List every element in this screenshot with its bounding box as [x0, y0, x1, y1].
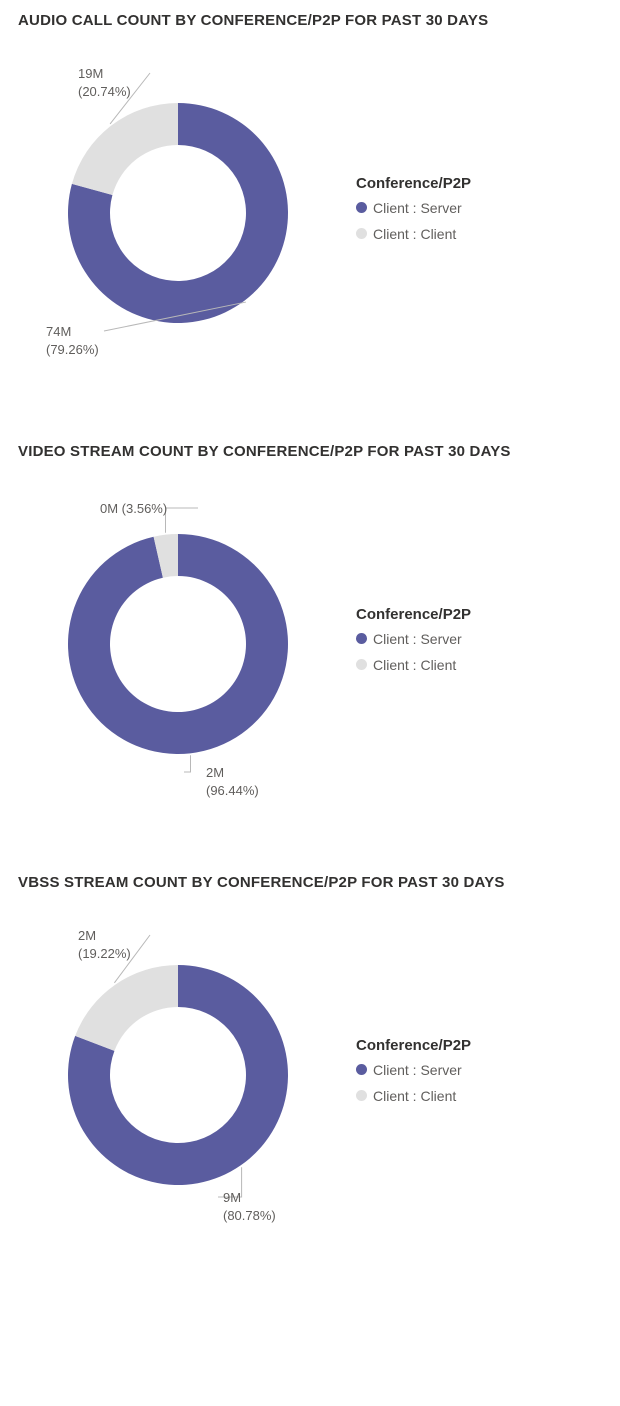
slice-value: 74M — [46, 324, 71, 339]
donut-audio-slice-client_client[interactable] — [72, 103, 178, 195]
chart-vbss: VBSS STREAM COUNT BY CONFERENCE/P2P FOR … — [18, 874, 602, 1235]
slice-value: 0M (3.56%) — [100, 501, 167, 516]
donut-video-slice-client_server[interactable] — [68, 534, 288, 754]
legend-label: Client : Server — [373, 1062, 462, 1078]
slice-label-client_server: 2M (96.44%) — [206, 764, 259, 799]
legend-video: Conference/P2P Client : Server Client : Cl… — [356, 606, 471, 683]
donut-vbss-slice-client_client[interactable] — [75, 965, 178, 1051]
slice-label-client_client: 0M (3.56%) — [100, 500, 167, 518]
legend-item-client_client[interactable]: Client : Client — [356, 1088, 471, 1104]
slice-label-client_server: 74M (79.26%) — [46, 323, 99, 358]
slice-percent: (96.44%) — [206, 782, 259, 800]
slice-label-client_client: 19M (20.74%) — [78, 65, 131, 100]
legend-label: Client : Server — [373, 200, 462, 216]
slice-percent: (79.26%) — [46, 341, 99, 359]
legend-item-client_server[interactable]: Client : Server — [356, 631, 471, 647]
legend-swatch — [356, 1064, 367, 1075]
legend-title: Conference/P2P — [356, 1037, 471, 1054]
legend-label: Client : Client — [373, 226, 456, 242]
legend-label: Client : Server — [373, 631, 462, 647]
chart-vbss-title: VBSS STREAM COUNT BY CONFERENCE/P2P FOR … — [18, 874, 602, 891]
legend-item-client_client[interactable]: Client : Client — [356, 226, 471, 242]
slice-percent: (20.74%) — [78, 83, 131, 101]
chart-video-title: VIDEO STREAM COUNT BY CONFERENCE/P2P FOR… — [18, 443, 602, 460]
legend-item-client_server[interactable]: Client : Server — [356, 200, 471, 216]
legend-vbss: Conference/P2P Client : Server Client : Cl… — [356, 1037, 471, 1114]
donut-audio: 74M (79.26%) 19M (20.74%) — [18, 53, 338, 373]
legend-title: Conference/P2P — [356, 175, 471, 192]
chart-video: VIDEO STREAM COUNT BY CONFERENCE/P2P FOR… — [18, 443, 602, 804]
legend-swatch — [356, 659, 367, 670]
donut-vbss: 9M (80.78%) 2M (19.22%) — [18, 915, 338, 1235]
legend-label: Client : Client — [373, 1088, 456, 1104]
slice-label-client_client: 2M (19.22%) — [78, 927, 131, 962]
legend-swatch — [356, 633, 367, 644]
leader-line — [184, 755, 191, 772]
legend-item-client_server[interactable]: Client : Server — [356, 1062, 471, 1078]
legend-item-client_client[interactable]: Client : Client — [356, 657, 471, 673]
chart-audio-title: AUDIO CALL COUNT BY CONFERENCE/P2P FOR P… — [18, 12, 602, 29]
legend-swatch — [356, 1090, 367, 1101]
chart-audio: AUDIO CALL COUNT BY CONFERENCE/P2P FOR P… — [18, 12, 602, 373]
slice-value: 9M — [223, 1190, 241, 1205]
donut-video: 2M (96.44%) 0M (3.56%) — [18, 484, 338, 804]
legend-audio: Conference/P2P Client : Server Client : Cl… — [356, 175, 471, 252]
legend-swatch — [356, 202, 367, 213]
slice-value: 19M — [78, 66, 103, 81]
legend-title: Conference/P2P — [356, 606, 471, 623]
legend-swatch — [356, 228, 367, 239]
slice-percent: (19.22%) — [78, 945, 131, 963]
leader-line — [165, 508, 198, 533]
slice-percent: (80.78%) — [223, 1207, 276, 1225]
slice-label-client_server: 9M (80.78%) — [223, 1189, 276, 1224]
slice-value: 2M — [78, 928, 96, 943]
slice-value: 2M — [206, 765, 224, 780]
legend-label: Client : Client — [373, 657, 456, 673]
